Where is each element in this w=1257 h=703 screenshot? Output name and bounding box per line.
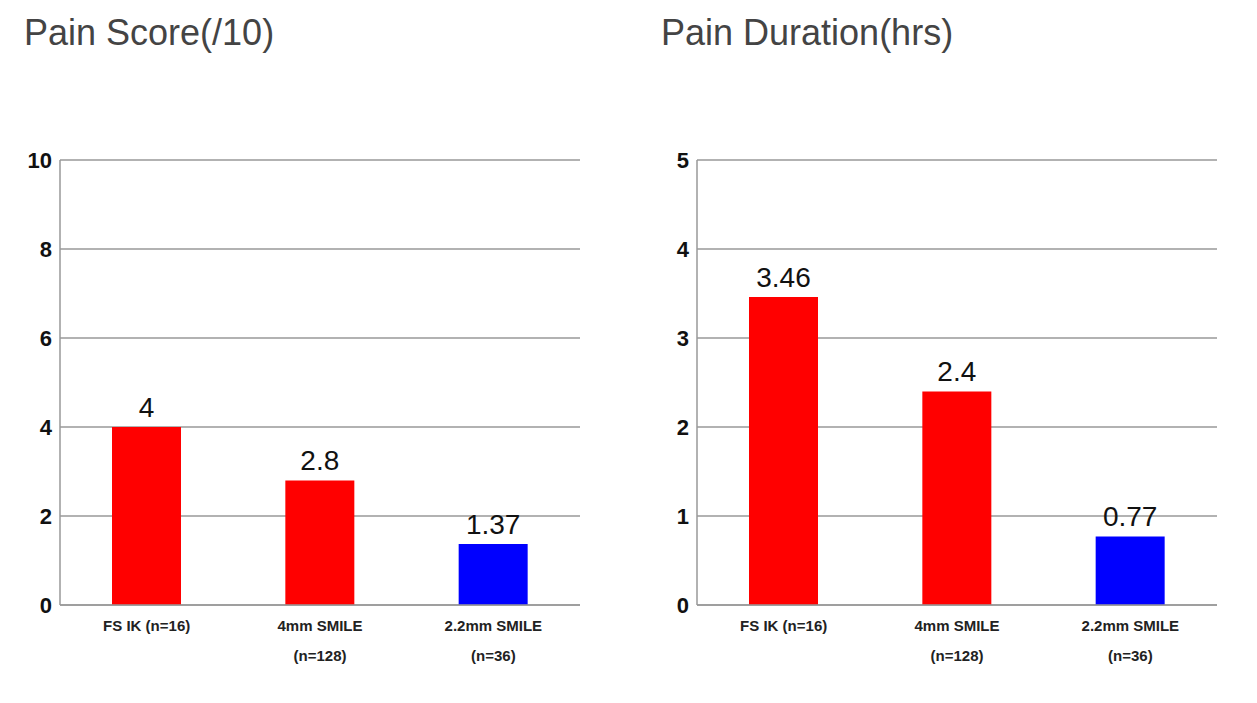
svg-text:0: 0 bbox=[40, 593, 52, 618]
svg-text:1.37: 1.37 bbox=[466, 509, 521, 540]
svg-text:0.77: 0.77 bbox=[1103, 501, 1158, 532]
svg-text:3: 3 bbox=[677, 326, 689, 351]
svg-text:5: 5 bbox=[677, 148, 689, 173]
svg-text:8: 8 bbox=[40, 237, 52, 262]
svg-text:0: 0 bbox=[677, 593, 689, 618]
svg-text:2.2mm SMILE(n=36): 2.2mm SMILE(n=36) bbox=[445, 617, 543, 664]
svg-text:2: 2 bbox=[40, 504, 52, 529]
svg-text:3.46: 3.46 bbox=[756, 262, 811, 293]
svg-text:2: 2 bbox=[677, 415, 689, 440]
html-text:Pain Duration(hrs): Pain Duration(hrs) bbox=[661, 12, 954, 53]
svg-text:2.8: 2.8 bbox=[300, 445, 339, 476]
html-text:Pain Score(/10): Pain Score(/10) bbox=[24, 12, 275, 53]
svg-text:4mm SMILE(n=128): 4mm SMILE(n=128) bbox=[277, 617, 362, 664]
svg-text:FS IK (n=16): FS IK (n=16) bbox=[103, 617, 190, 634]
svg-text:1: 1 bbox=[677, 504, 689, 529]
svg-text:FS IK (n=16): FS IK (n=16) bbox=[740, 617, 827, 634]
svg-text:4mm SMILE(n=128): 4mm SMILE(n=128) bbox=[914, 617, 999, 664]
svg-text:4: 4 bbox=[139, 392, 155, 423]
svg-text:2.4: 2.4 bbox=[937, 356, 976, 387]
svg-text:6: 6 bbox=[40, 326, 52, 351]
svg-text:2.2mm SMILE(n=36): 2.2mm SMILE(n=36) bbox=[1082, 617, 1180, 664]
svg-text:4: 4 bbox=[40, 415, 53, 440]
svg-text:4: 4 bbox=[677, 237, 690, 262]
svg-text:10: 10 bbox=[28, 148, 52, 173]
